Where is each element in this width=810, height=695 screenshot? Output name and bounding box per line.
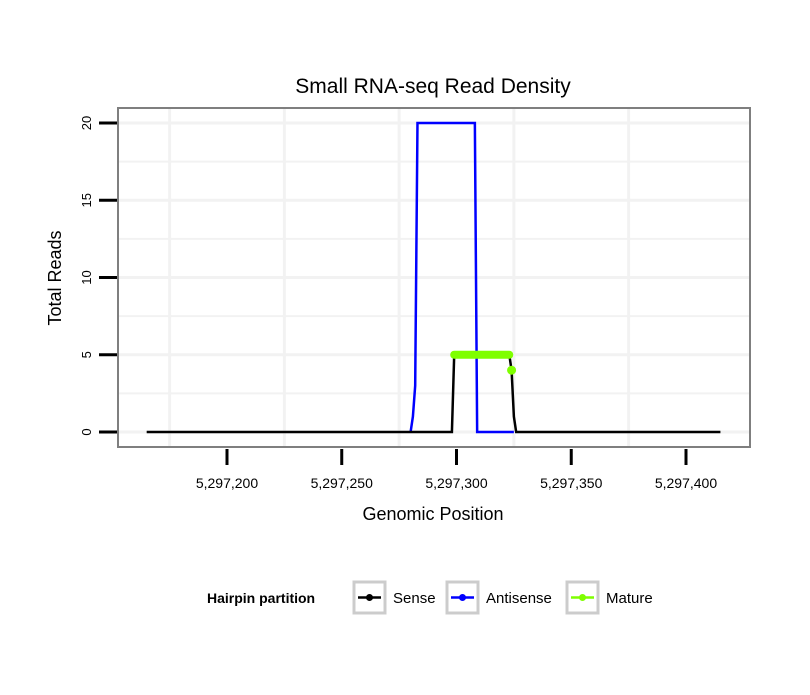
legend-point-icon (579, 594, 586, 601)
x-tick-label: 5,297,400 (655, 475, 717, 491)
x-axis-label: Genomic Position (362, 504, 503, 524)
plot-panel-border (117, 107, 751, 448)
y-tick-label: 5 (79, 351, 94, 358)
series-line-antisense (409, 121, 514, 434)
series-line-sense (146, 353, 721, 434)
x-tick-label: 5,297,200 (196, 475, 258, 491)
legend-label-mature: Mature (606, 590, 653, 607)
data-point-mature (507, 365, 517, 375)
legend-point-icon (366, 594, 373, 601)
legend: Hairpin partition Sense Antisense Mature (207, 580, 653, 615)
x-tick-label: 5,297,350 (540, 475, 602, 491)
legend-label-antisense: Antisense (486, 590, 552, 607)
x-tick-label: 5,297,300 (425, 475, 487, 491)
y-axis-label: Total Reads (45, 230, 65, 325)
chart-title: Small RNA-seq Read Density (295, 75, 571, 98)
legend-label-sense: Sense (393, 590, 436, 607)
legend-point-icon (459, 594, 466, 601)
x-tick-label: 5,297,250 (311, 475, 373, 491)
y-tick-label: 20 (79, 116, 94, 130)
y-tick-label: 15 (79, 193, 94, 207)
legend-title: Hairpin partition (207, 590, 315, 606)
y-tick-label: 0 (79, 428, 94, 435)
y-tick-label: 10 (79, 270, 94, 284)
